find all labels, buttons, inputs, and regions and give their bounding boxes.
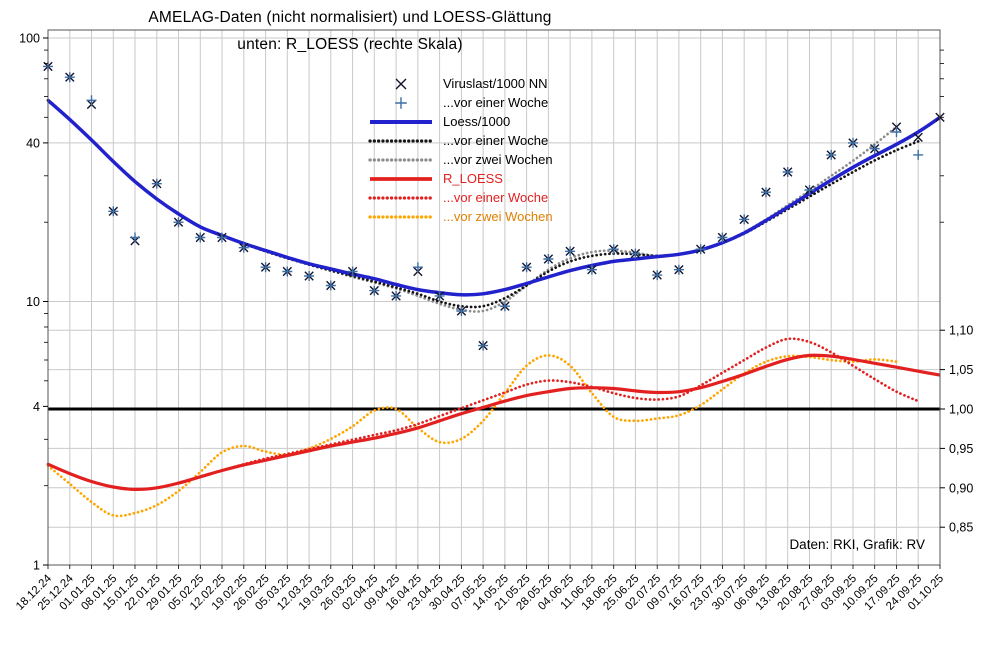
legend-label-viruslast_w1: ...vor einer Woche [443, 95, 549, 110]
legend-solid-line-icon [370, 176, 432, 181]
legend-plus-marker-icon [395, 96, 407, 109]
legend-label-r: R_LOESS [443, 171, 503, 186]
attribution-text: Daten: RKI, Grafik: RV [789, 537, 925, 552]
legend-row-viruslast_w1: ...vor einer Woche [366, 93, 553, 112]
right-axis-tick-label: 0,85 [949, 521, 973, 535]
right-axis-tick-label: 0,95 [949, 442, 973, 456]
series-line-loess [46, 98, 941, 297]
legend-label-loess_w1: ...vor einer Woche [443, 133, 549, 148]
series-line-r [47, 353, 941, 492]
legend-dotted-line-icon [368, 157, 434, 162]
series [43, 61, 945, 518]
legend-label-r_w2: ...vor zwei Wochen [443, 209, 553, 224]
axes: 1004010411,101,051,000,950,900,8518.12.2… [14, 32, 973, 613]
legend-row-loess_w2: ...vor zwei Wochen [366, 150, 553, 169]
legend-row-loess_w1: ...vor einer Woche [366, 131, 553, 150]
left-axis-tick-label: 4 [33, 400, 40, 414]
legend-label-loess_w2: ...vor zwei Wochen [443, 152, 553, 167]
chart-title-line1: AMELAG-Daten (nicht normalisiert) und LO… [148, 9, 552, 26]
right-axis-tick-label: 1,00 [949, 403, 973, 417]
legend-row-viruslast: Viruslast/1000 NN [366, 74, 553, 93]
legend-dotted-line-icon [368, 214, 434, 219]
right-axis-tick-label: 1,05 [949, 363, 973, 377]
legend-label-viruslast: Viruslast/1000 NN [443, 76, 548, 91]
gridlines [47, 30, 941, 565]
series-line-loess_w1 [46, 98, 920, 309]
legend-dotted-line-icon [368, 138, 434, 143]
left-axis-tick-label: 40 [26, 136, 40, 150]
legend-label-loess: Loess/1000 [443, 114, 511, 129]
left-axis-tick-label: 10 [26, 295, 40, 309]
legend-row-r: R_LOESS [366, 169, 553, 188]
legend-row-r_w1: ...vor einer Woche [366, 188, 553, 207]
series-line-r_w2 [46, 354, 898, 518]
legend-row-r_w2: ...vor zwei Wochen [366, 207, 553, 226]
legend-x-marker-icon [395, 78, 407, 89]
legend-row-loess: Loess/1000 [366, 112, 553, 131]
right-axis-tick-label: 1,10 [949, 324, 973, 338]
right-axis-tick-label: 0,90 [949, 481, 973, 495]
chart-title: AMELAG-Daten (nicht normalisiert) und LO… [40, 4, 660, 58]
left-axis-tick-label: 1 [33, 559, 40, 573]
chart-title-line2: unten: R_LOESS (rechte Skala) [237, 36, 463, 53]
legend-label-r_w1: ...vor einer Woche [443, 190, 549, 205]
plot-border [47, 29, 941, 566]
legend-dotted-line-icon [368, 195, 434, 200]
left-axis-tick-label: 100 [19, 32, 40, 46]
legend-solid-line-icon [370, 119, 432, 124]
legend: Viruslast/1000 NN ...vor einer Woche Loess… [366, 74, 553, 226]
